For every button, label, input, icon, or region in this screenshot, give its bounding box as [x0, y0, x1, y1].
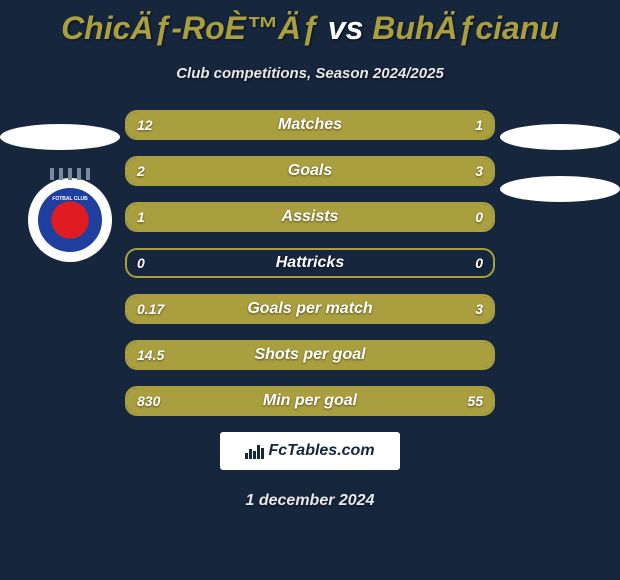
stat-row: 10Assists	[125, 202, 495, 232]
fctables-logo-text: FcTables.com	[268, 442, 374, 460]
player1-name: ChicÄƒ-RoÈ™Äƒ	[61, 10, 319, 46]
comparison-title: ChicÄƒ-RoÈ™Äƒ vs BuhÄƒcianu	[0, 0, 620, 47]
stat-label: Matches	[127, 112, 493, 138]
stat-bars-container: 121Matches 23Goals 10Assists 00Hattricks 0.1…	[125, 110, 495, 416]
stat-row: 14.5Shots per goal	[125, 340, 495, 370]
stat-label: Assists	[127, 204, 493, 230]
player1-slot-oval	[0, 124, 120, 150]
subtitle: Club competitions, Season 2024/2025	[0, 65, 620, 82]
club-badge: FOTBAL CLUB	[28, 178, 112, 262]
stat-label: Goals	[127, 158, 493, 184]
stat-label: Hattricks	[127, 250, 493, 276]
stat-row: 121Matches	[125, 110, 495, 140]
stat-label: Goals per match	[127, 296, 493, 322]
vs-text: vs	[328, 10, 364, 46]
stat-row: 0.173Goals per match	[125, 294, 495, 324]
chart-icon	[245, 443, 264, 459]
fctables-logo[interactable]: FcTables.com	[220, 432, 400, 470]
stat-row: 23Goals	[125, 156, 495, 186]
date-text: 1 december 2024	[0, 492, 620, 510]
badge-inner: FOTBAL CLUB	[38, 188, 102, 252]
player2-name: BuhÄƒcianu	[372, 10, 559, 46]
player2-slot-oval-1	[500, 124, 620, 150]
stat-row: 00Hattricks	[125, 248, 495, 278]
stat-label: Min per goal	[127, 388, 493, 414]
player2-slot-oval-2	[500, 176, 620, 202]
badge-crown-icon	[50, 168, 90, 180]
stat-label: Shots per goal	[127, 342, 493, 368]
stat-row: 83055Min per goal	[125, 386, 495, 416]
badge-text-top: FOTBAL CLUB	[41, 197, 99, 202]
